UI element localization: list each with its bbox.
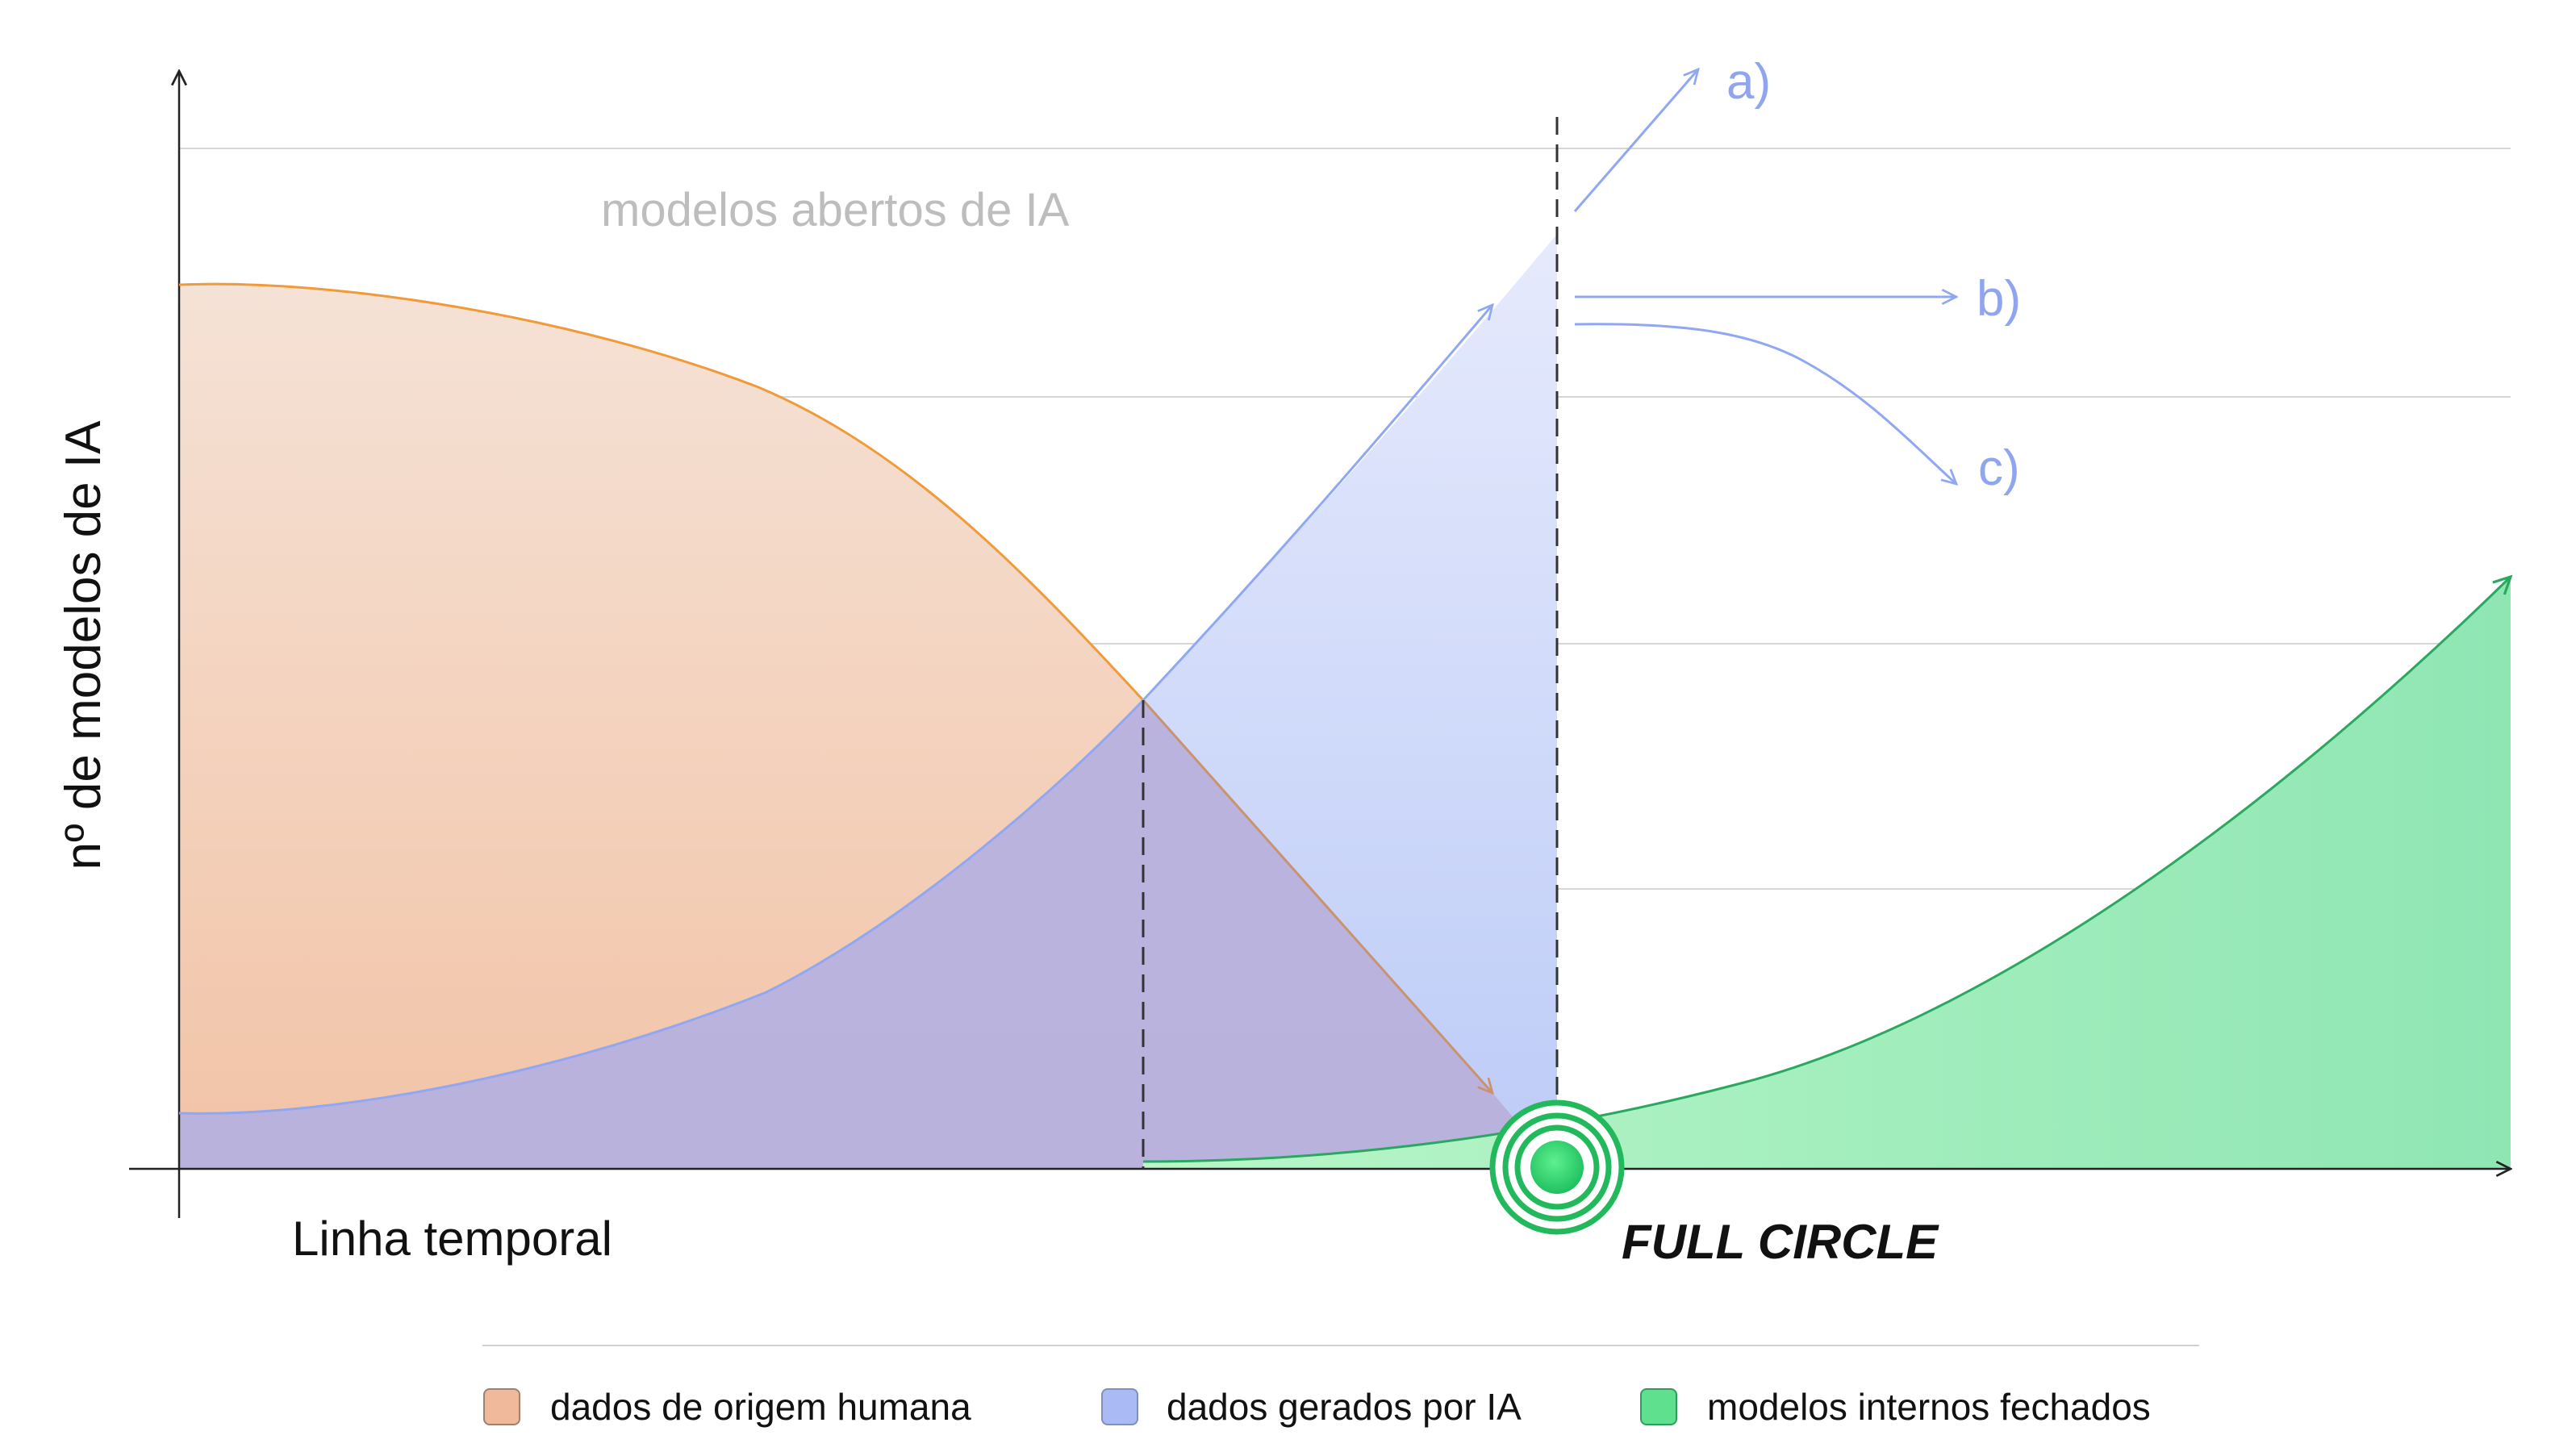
legend-swatch-ai bbox=[1101, 1388, 1138, 1425]
legend-item: dados de origem humana bbox=[483, 1386, 971, 1428]
overlap-area bbox=[179, 700, 1557, 1169]
branch-c-label: c) bbox=[1978, 440, 2020, 496]
legend-label-green: modelos internos fechados bbox=[1707, 1386, 2151, 1428]
full-circle-label: FULL CIRCLE bbox=[1622, 1215, 1939, 1269]
y-axis-label: nº de modelos de IA bbox=[56, 420, 111, 870]
human-data-line bbox=[178, 282, 1145, 702]
x-axis-label: Linha temporal bbox=[292, 1212, 612, 1266]
legend-label-human: dados de origem humana bbox=[550, 1386, 971, 1428]
branch-b-label: b) bbox=[1977, 271, 2021, 327]
region-label: modelos abertos de IA bbox=[601, 184, 1070, 236]
branch-a-arrow bbox=[1573, 69, 1698, 212]
branch-a-label: a) bbox=[1726, 54, 1771, 110]
ai-data-line bbox=[178, 305, 1492, 1115]
green-line bbox=[1142, 577, 2511, 1163]
legend-item: dados gerados por IA bbox=[1101, 1386, 1522, 1428]
full-circle-marker bbox=[1489, 1099, 1625, 1235]
legend: dados de origem humana dados gerados por… bbox=[482, 1345, 2199, 1428]
legend-swatch-human bbox=[483, 1388, 520, 1425]
legend-item: modelos internos fechados bbox=[1640, 1386, 2151, 1428]
branch-c-arrow bbox=[1574, 323, 1956, 484]
legend-swatch-green bbox=[1640, 1388, 1677, 1425]
green-area bbox=[1143, 577, 2511, 1169]
legend-label-ai: dados gerados por IA bbox=[1167, 1386, 1522, 1428]
human-data-decline-arrow bbox=[1142, 699, 1492, 1093]
